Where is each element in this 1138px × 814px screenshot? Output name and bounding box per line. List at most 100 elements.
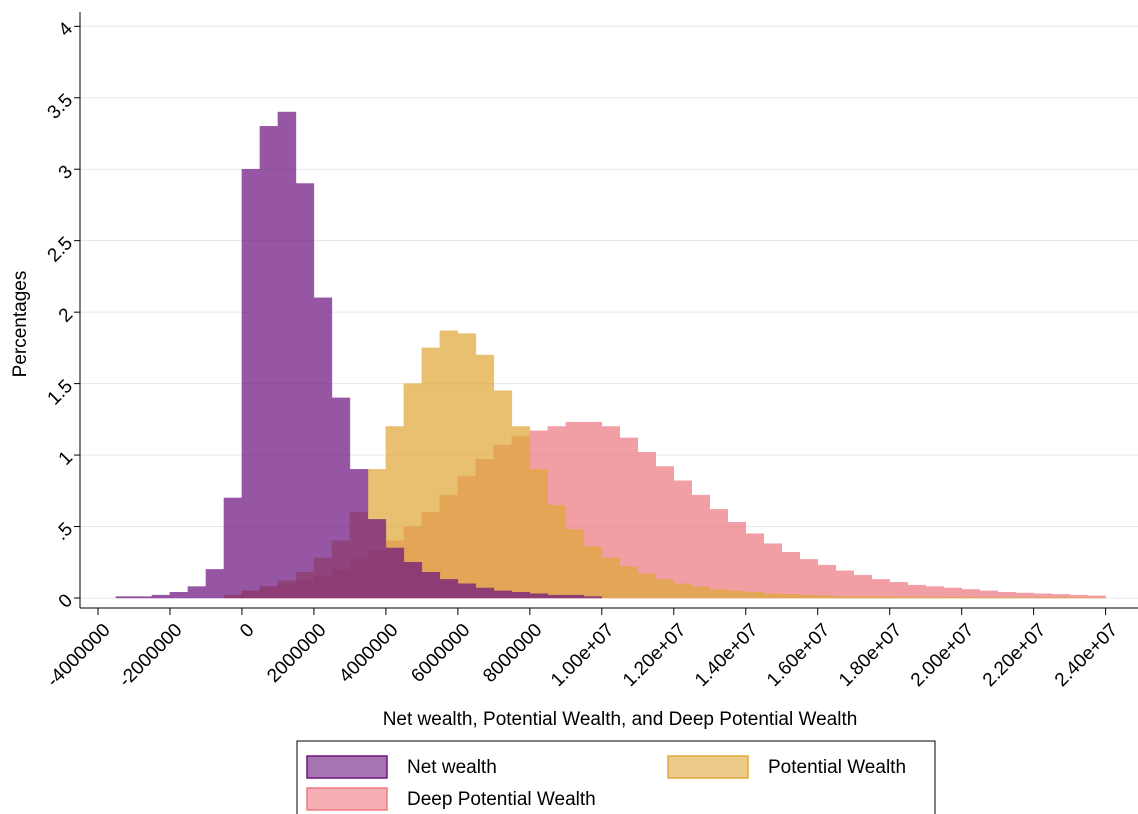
y-tick-label: 0 (55, 590, 77, 612)
bar (169, 592, 189, 599)
bar (637, 573, 657, 599)
bar (889, 596, 908, 599)
bar (115, 596, 135, 599)
bar (529, 593, 549, 599)
x-tick-label: 0 (236, 620, 258, 642)
bar (799, 559, 818, 599)
bar (691, 586, 711, 599)
bar (241, 168, 261, 599)
bar (979, 597, 998, 599)
legend-label: Net wealth (407, 757, 497, 778)
legend: Deep Potential Wealth Potential Wealth Net… (306, 755, 906, 811)
bar (745, 533, 764, 599)
bar (331, 397, 351, 599)
bar (943, 587, 962, 599)
y-tick-label: 2 (55, 304, 77, 326)
bar (223, 497, 243, 599)
bar (853, 574, 872, 599)
bar (457, 333, 477, 599)
bar (691, 494, 711, 599)
bar (781, 552, 800, 599)
bar (475, 587, 495, 599)
bar (421, 347, 441, 599)
bar (547, 594, 567, 599)
bar (601, 557, 621, 599)
bar (277, 111, 297, 599)
bar (349, 469, 369, 599)
y-tick-label: 4 (55, 18, 78, 41)
bar (1015, 592, 1034, 599)
bar (655, 579, 675, 599)
bar (151, 594, 171, 599)
bar (727, 590, 746, 599)
bar (925, 586, 944, 599)
bar (565, 529, 585, 599)
legend-swatch (306, 787, 388, 811)
bar (547, 504, 567, 599)
bar (925, 596, 944, 599)
x-tick-label: 8000000 (479, 620, 546, 687)
y-tick-label: 1.5 (44, 376, 78, 410)
bar (187, 586, 207, 599)
bar (727, 521, 746, 599)
bar (493, 390, 513, 599)
bar (205, 569, 225, 599)
x-tick-label: 2.20e+07 (979, 620, 1050, 691)
bar (511, 426, 531, 599)
x-tick-label: 1.00e+07 (547, 620, 618, 691)
bar (475, 354, 495, 599)
bar (889, 582, 908, 599)
bar (709, 589, 729, 599)
bar (871, 579, 890, 599)
bar (583, 596, 603, 599)
bar (799, 594, 818, 599)
bar (817, 564, 836, 599)
bars (115, 111, 1106, 599)
bar (817, 595, 836, 599)
bar (619, 566, 639, 599)
bar (745, 592, 764, 599)
series-bars (115, 111, 603, 599)
bar (295, 183, 315, 599)
legend-box (296, 740, 936, 814)
bar (421, 572, 441, 599)
x-tick-label: 4000000 (335, 620, 402, 687)
x-tick-label: 2.40e+07 (1051, 620, 1122, 691)
y-tick-label: 2.5 (44, 233, 78, 267)
bar (493, 590, 513, 599)
bar (709, 509, 729, 599)
bar (403, 562, 423, 599)
bar (943, 597, 962, 599)
bar (961, 589, 980, 599)
bar (313, 297, 333, 599)
bar (673, 583, 693, 599)
bar (673, 480, 693, 599)
y-axis-title: Percentages (10, 271, 31, 378)
bar (439, 579, 459, 599)
bar (565, 594, 585, 599)
legend-label: Deep Potential Wealth (407, 789, 596, 810)
bar (655, 466, 675, 599)
x-tick-label: 2000000 (263, 620, 330, 687)
x-tick-label: 2.00e+07 (907, 620, 978, 691)
x-tick-label: 6000000 (407, 620, 474, 687)
bar (385, 547, 405, 599)
y-tick-label: 3 (55, 161, 77, 183)
bar (763, 543, 782, 599)
bar (367, 519, 387, 599)
x-axis-title: Net wealth, Potential Wealth, and Deep P… (383, 709, 858, 730)
legend-swatch (306, 755, 388, 779)
x-tick-label: 1.60e+07 (763, 620, 834, 691)
bar (979, 590, 998, 599)
bar (961, 597, 980, 599)
bar (853, 596, 872, 599)
x-tick-label: 1.40e+07 (691, 620, 762, 691)
x-tick-label: -2000000 (115, 620, 187, 692)
bar (133, 596, 153, 599)
y-tick-label: 3.5 (44, 90, 78, 124)
x-tick-label: 1.80e+07 (835, 620, 906, 691)
bar (457, 583, 477, 599)
x-tick-label: 1.20e+07 (619, 620, 690, 691)
bar (907, 596, 926, 599)
